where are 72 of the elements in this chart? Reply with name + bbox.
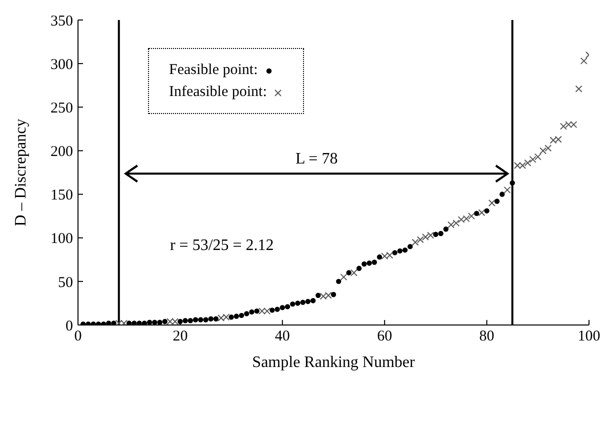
point xyxy=(346,270,352,276)
x-tick-label: 20 xyxy=(172,328,188,345)
x-tick-label: 80 xyxy=(479,328,494,345)
point xyxy=(402,247,408,253)
point xyxy=(300,300,306,305)
legend-label: Infeasible point: xyxy=(169,83,267,102)
y-axis-title: D – Discrepancy xyxy=(12,118,30,226)
point xyxy=(152,320,158,325)
x-tick-label: 40 xyxy=(274,328,290,345)
point xyxy=(510,180,515,186)
point xyxy=(244,311,250,316)
point xyxy=(280,304,285,310)
point xyxy=(397,248,403,254)
point xyxy=(254,308,260,314)
y-tick-label: 150 xyxy=(50,188,73,204)
x-tick-label: 100 xyxy=(578,328,600,345)
point xyxy=(136,320,142,325)
point xyxy=(208,316,214,322)
y-tick-label: 100 xyxy=(50,231,73,248)
point xyxy=(305,298,311,304)
x-axis-title: Sample Ranking Number xyxy=(252,354,416,371)
point xyxy=(295,300,300,306)
legend-label: Feasible point: xyxy=(169,61,258,80)
point xyxy=(336,278,342,284)
point xyxy=(408,244,413,250)
point xyxy=(146,320,152,325)
point xyxy=(366,260,372,266)
point xyxy=(228,314,234,320)
point xyxy=(500,192,505,197)
point xyxy=(433,232,438,237)
annotation: r = 53/25 = 2.12 xyxy=(170,237,274,254)
point xyxy=(392,250,398,256)
y-tick-label: 300 xyxy=(50,56,73,73)
point xyxy=(106,320,112,325)
point xyxy=(162,318,168,324)
point xyxy=(198,317,204,322)
point xyxy=(438,230,444,236)
point xyxy=(362,261,367,267)
point xyxy=(111,320,116,325)
point xyxy=(330,292,336,298)
y-tick-label: 0 xyxy=(66,318,73,334)
point xyxy=(157,320,162,325)
point xyxy=(270,308,275,313)
point xyxy=(372,260,377,265)
point xyxy=(203,317,208,322)
y-tick-label: 250 xyxy=(50,100,73,116)
point xyxy=(474,210,480,216)
point xyxy=(142,320,148,325)
point xyxy=(376,254,382,260)
point xyxy=(290,301,296,307)
point xyxy=(356,266,362,271)
point xyxy=(213,316,219,322)
point xyxy=(192,317,198,322)
point xyxy=(494,198,500,204)
annotation: L = 78 xyxy=(296,150,338,168)
y-tick-label: 50 xyxy=(58,274,73,291)
y-tick-label: 350 xyxy=(50,13,73,30)
point xyxy=(188,318,194,324)
point xyxy=(234,314,240,319)
point xyxy=(126,320,132,325)
point xyxy=(284,304,290,310)
point xyxy=(443,226,449,232)
x-tick-label: 60 xyxy=(377,328,392,345)
point xyxy=(484,208,490,214)
point xyxy=(182,318,188,324)
point xyxy=(132,320,137,325)
point xyxy=(310,298,316,304)
y-tick-label: 200 xyxy=(50,144,73,160)
point xyxy=(274,306,280,312)
point xyxy=(238,312,244,318)
point xyxy=(316,292,321,298)
point xyxy=(249,309,254,315)
